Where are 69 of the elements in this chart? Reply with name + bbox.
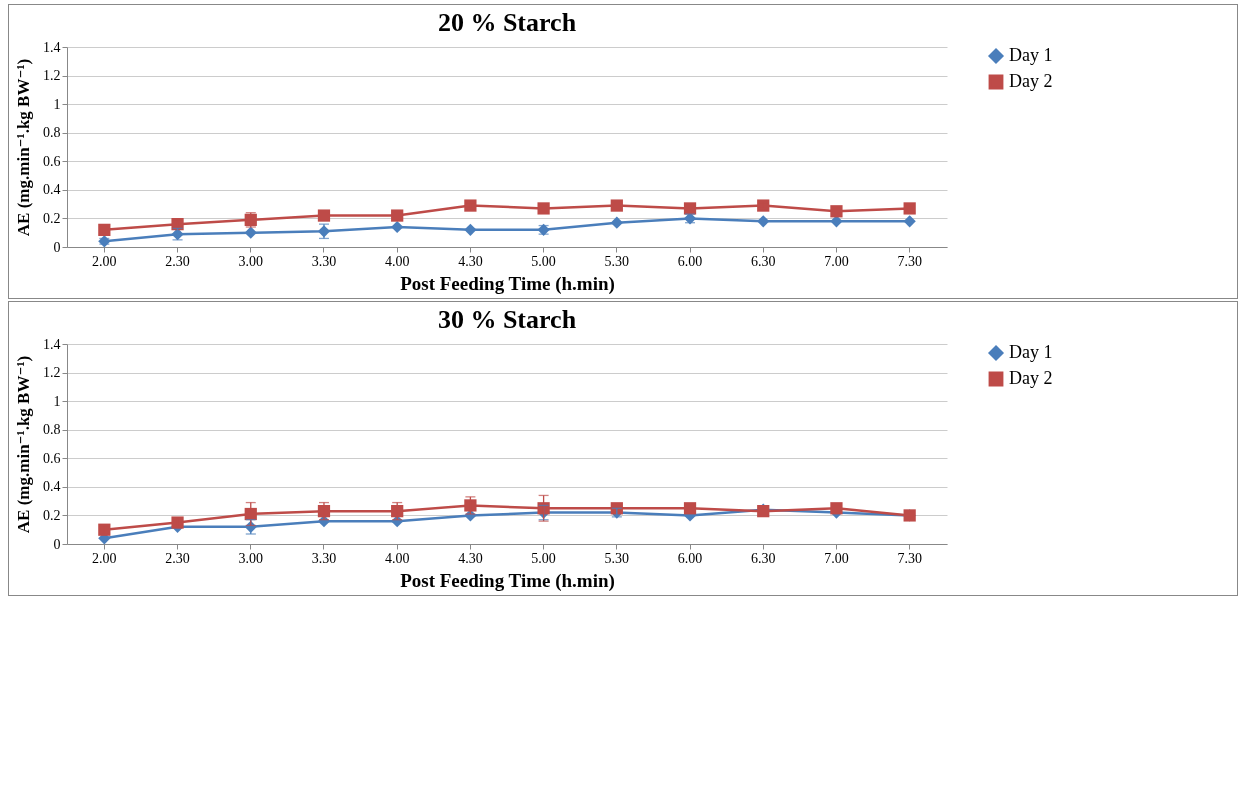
y-tick-label: 0.8 (43, 125, 61, 141)
x-tick-label: 4.00 (384, 253, 410, 269)
x-tick-label: 3.30 (311, 550, 337, 566)
x-tick-label: 6.00 (677, 253, 703, 269)
x-tick-label: 2.00 (92, 253, 117, 269)
x-tick-label: 5.30 (604, 253, 630, 269)
x-tick-label: 2.30 (165, 253, 190, 269)
y-axis-title: AE (mg.min⁻¹.kg BW⁻¹) (14, 58, 33, 237)
x-tick-label: 4.30 (458, 253, 483, 269)
y-tick-label: 1.2 (43, 365, 61, 381)
x-tick-label: 5.00 (531, 550, 556, 566)
legend-label: Day 2 (1009, 71, 1053, 91)
x-tick-label: 6.30 (750, 550, 776, 566)
x-tick-label: 6.00 (677, 550, 703, 566)
point (610, 199, 623, 212)
point (683, 502, 697, 515)
chart-title: 20 % Starch (437, 8, 577, 37)
y-tick-label: 0.6 (43, 153, 61, 169)
x-tick-label: 5.30 (604, 550, 630, 566)
x-tick-label: 4.00 (384, 550, 410, 566)
point (830, 205, 843, 218)
point (757, 215, 770, 228)
x-tick-label: 7.00 (824, 253, 849, 269)
x-axis-title: Post Feeding Time (h.min) (400, 569, 615, 592)
legend-label: Day 2 (1009, 368, 1053, 388)
x-tick-label: 4.30 (458, 550, 483, 566)
x-tick-label: 2.00 (92, 550, 117, 566)
point (98, 223, 111, 236)
x-tick-label: 3.00 (238, 253, 264, 269)
y-tick-label: 0.8 (43, 422, 61, 438)
y-tick-label: 1.4 (43, 336, 61, 352)
y-tick-label: 0.2 (43, 210, 61, 226)
y-tick-label: 0.6 (43, 450, 61, 466)
point (244, 226, 257, 239)
point (391, 220, 404, 234)
point (903, 202, 916, 215)
x-tick-label: 3.30 (311, 253, 337, 269)
y-tick-label: 1.2 (43, 68, 61, 84)
x-tick-label: 3.00 (238, 550, 264, 566)
x-tick-label: 5.00 (531, 253, 556, 269)
point (903, 215, 916, 228)
x-tick-label: 7.00 (824, 550, 849, 566)
legend-label: Day 1 (1009, 342, 1053, 362)
point (610, 216, 623, 229)
x-tick-label: 7.30 (897, 253, 922, 269)
point (830, 502, 843, 515)
y-tick-label: 0.4 (43, 479, 61, 495)
y-tick-label: 1 (53, 96, 61, 112)
chart-title: 30 % Starch (437, 305, 577, 334)
point (537, 502, 550, 515)
legend-label: Day 1 (1009, 45, 1053, 65)
y-tick-label: 1 (53, 393, 61, 409)
y-tick-label: 0.4 (43, 182, 61, 198)
y-tick-label: 0 (53, 239, 61, 255)
y-axis-title: AE (mg.min⁻¹.kg BW⁻¹) (14, 355, 33, 534)
point (757, 199, 770, 212)
y-tick-label: 0 (53, 536, 61, 552)
y-tick-label: 0.2 (43, 507, 61, 523)
x-tick-label: 6.30 (750, 253, 776, 269)
point (537, 202, 550, 215)
y-tick-label: 1.4 (43, 39, 61, 55)
x-tick-label: 7.30 (897, 550, 922, 566)
x-tick-label: 2.30 (165, 550, 190, 566)
point (391, 209, 404, 222)
point (171, 516, 184, 529)
point (317, 209, 331, 222)
point (464, 223, 477, 236)
point (464, 199, 477, 212)
x-axis-title: Post Feeding Time (h.min) (400, 272, 615, 295)
